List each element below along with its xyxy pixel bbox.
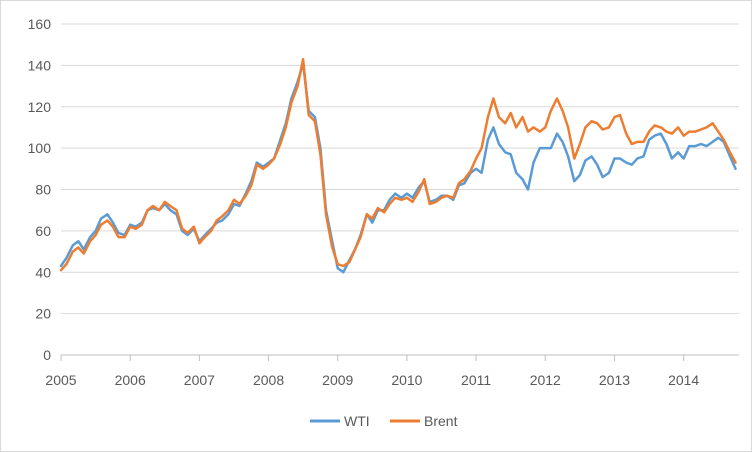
y-tick-label: 20: [35, 306, 51, 322]
y-tick-label: 0: [43, 347, 51, 363]
x-tick-label: 2011: [461, 372, 491, 388]
y-tick-label: 60: [35, 223, 51, 239]
x-tick-label: 2009: [322, 372, 353, 388]
series-line-brent: [59, 57, 737, 272]
x-tick-label: 2010: [391, 372, 422, 388]
series-lines: [59, 57, 737, 274]
y-tick-label: 140: [28, 57, 52, 73]
axes: 0 20 40 60 80 100 120 140 160 2005 2006 2007 2008 200…: [28, 16, 739, 388]
x-tick-label: 2006: [115, 372, 146, 388]
x-tick-label: 2007: [184, 372, 215, 388]
series-line-wti: [59, 62, 737, 274]
x-tick-label: 2005: [45, 372, 76, 388]
y-tick-label: 100: [28, 140, 52, 156]
x-tick-label: 2012: [530, 372, 561, 388]
grid-lines: [61, 23, 739, 315]
y-tick-label: 120: [28, 99, 52, 115]
x-tick-label: 2014: [668, 372, 699, 388]
x-tick-label: 2013: [599, 372, 630, 388]
legend: WTI Brent: [310, 413, 458, 429]
x-tick-label: 2008: [253, 372, 284, 388]
legend-label-brent: Brent: [424, 413, 458, 429]
legend-label-wti: WTI: [344, 413, 370, 429]
y-tick-label: 40: [35, 264, 51, 280]
y-tick-label: 160: [28, 16, 52, 32]
y-tick-label: 80: [35, 182, 51, 198]
